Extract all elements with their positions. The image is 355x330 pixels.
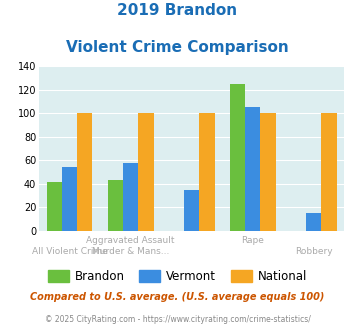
Bar bbox=[245, 107, 261, 231]
Text: All Violent Crime: All Violent Crime bbox=[32, 247, 108, 255]
Text: Compared to U.S. average. (U.S. average equals 100): Compared to U.S. average. (U.S. average … bbox=[30, 292, 325, 302]
Text: © 2025 CityRating.com - https://www.cityrating.com/crime-statistics/: © 2025 CityRating.com - https://www.city… bbox=[45, 315, 310, 324]
Bar bbox=[123, 163, 138, 231]
Text: Robbery: Robbery bbox=[295, 247, 333, 255]
Bar bbox=[306, 213, 322, 231]
Bar bbox=[322, 113, 337, 231]
Text: Violent Crime Comparison: Violent Crime Comparison bbox=[66, 40, 289, 54]
Legend: Brandon, Vermont, National: Brandon, Vermont, National bbox=[43, 265, 312, 287]
Bar bbox=[184, 190, 200, 231]
Text: 2019 Brandon: 2019 Brandon bbox=[118, 3, 237, 18]
Bar bbox=[47, 182, 62, 231]
Text: Rape: Rape bbox=[241, 236, 264, 245]
Bar bbox=[62, 167, 77, 231]
Bar bbox=[138, 113, 153, 231]
Bar bbox=[261, 113, 275, 231]
Bar bbox=[108, 180, 123, 231]
Text: Murder & Mans...: Murder & Mans... bbox=[92, 247, 169, 255]
Bar bbox=[200, 113, 214, 231]
Text: Aggravated Assault: Aggravated Assault bbox=[86, 236, 175, 245]
Bar bbox=[77, 113, 92, 231]
Bar bbox=[230, 84, 245, 231]
